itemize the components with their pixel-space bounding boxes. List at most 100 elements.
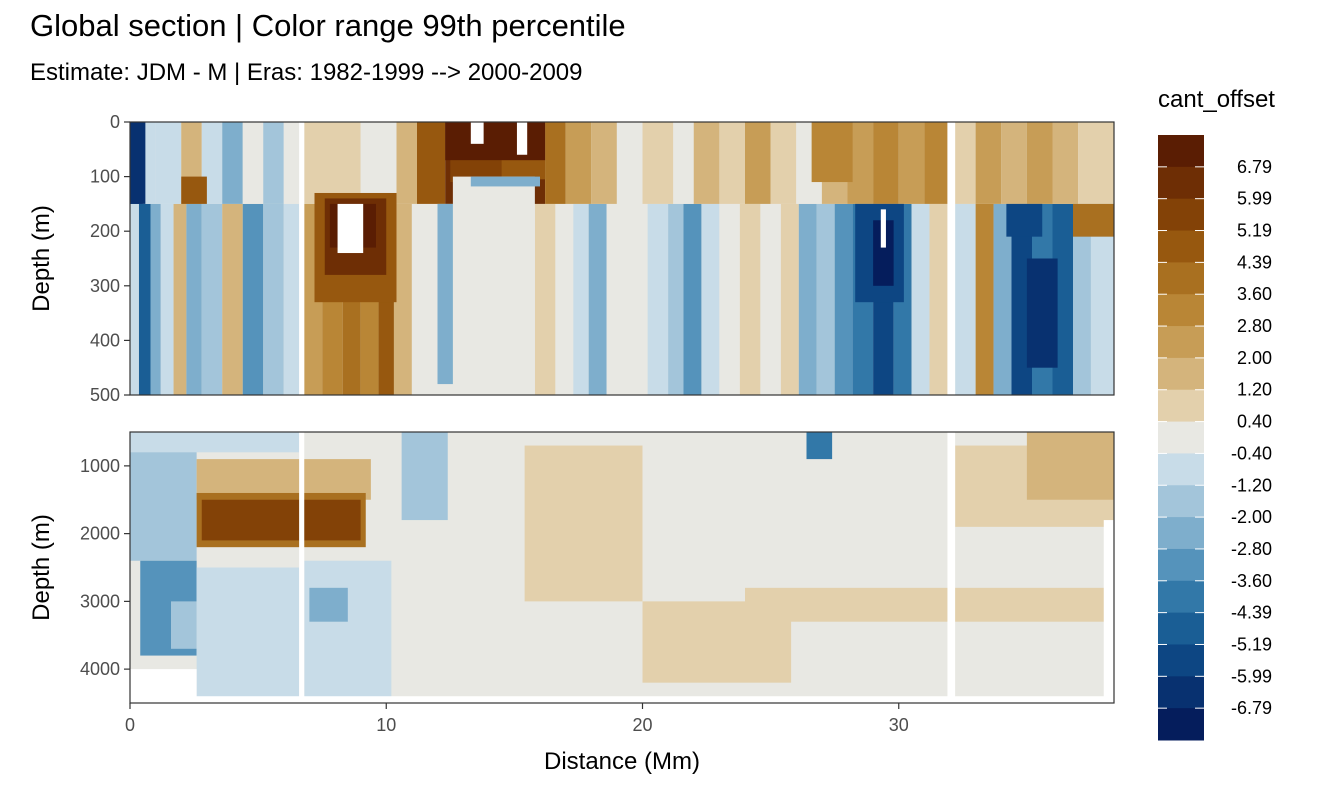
section-cell: [588, 203, 607, 395]
section-cell: [309, 587, 348, 622]
section-cell: [155, 122, 182, 204]
section-cell: [130, 203, 139, 395]
section-cell: [304, 122, 335, 204]
section-cell: [955, 203, 976, 395]
y-axis-title: Depth (m): [28, 514, 55, 621]
section-cell: [683, 203, 702, 395]
y-tick-label: 1000: [80, 456, 120, 476]
nodata-gap: [516, 122, 528, 155]
section-cell: [452, 176, 535, 395]
legend-swatch: [1158, 294, 1204, 327]
x-axis-title: Distance (Mm): [544, 748, 700, 775]
legend-label: 5.99: [1237, 189, 1272, 209]
section-cell: [263, 203, 284, 395]
section-cell: [524, 445, 643, 602]
y-tick-label: 2000: [80, 524, 120, 544]
legend-swatch: [1158, 580, 1204, 614]
legend-title: cant_offset: [1158, 86, 1275, 113]
legend-label: 5.19: [1237, 221, 1272, 241]
legend-swatch: [1158, 135, 1204, 168]
section-cell: [201, 499, 361, 541]
section-cell: [150, 203, 161, 395]
legend-swatch: [1158, 708, 1204, 741]
section-cell: [445, 122, 546, 161]
section-cell: [565, 122, 592, 204]
section-cell: [360, 122, 397, 204]
nodata-gap: [130, 669, 197, 703]
y-tick-label: 400: [90, 330, 120, 350]
section-cell: [770, 122, 797, 204]
section-cell: [647, 203, 669, 395]
legend-label: 1.20: [1237, 380, 1272, 400]
y-tick-label: 3000: [80, 591, 120, 611]
section-cell: [393, 203, 412, 395]
section-cell: [745, 122, 771, 204]
section-cell: [1052, 122, 1079, 204]
section-cell: [437, 203, 453, 385]
legend-swatch: [1158, 517, 1204, 550]
y-axis-title: Depth (m): [28, 205, 55, 312]
legend-label: 0.40: [1237, 412, 1272, 432]
section-cell: [501, 160, 546, 180]
panel-frame: [129, 121, 1115, 396]
section-cell: [173, 203, 187, 395]
section-cell: [130, 432, 197, 561]
section-cell: [263, 122, 284, 204]
upper-panel: [130, 122, 1114, 395]
legend-swatch: [1158, 612, 1204, 645]
section-cell: [142, 122, 156, 204]
section-cell: [1026, 258, 1058, 368]
legend-label: -3.60: [1231, 571, 1272, 591]
section-cell: [181, 176, 207, 204]
section-cell: [624, 203, 648, 395]
section-cell: [898, 122, 925, 204]
section-cell: [873, 122, 899, 204]
section-cell: [693, 122, 720, 204]
section-cell: [1001, 122, 1027, 204]
section-cell: [701, 203, 720, 395]
section-cell: [534, 203, 556, 395]
section-cell: [642, 122, 674, 204]
section-cell: [555, 203, 574, 395]
section-cell: [335, 122, 361, 204]
section-cell: [411, 203, 428, 395]
section-cell: [545, 122, 566, 204]
legend-swatch: [1158, 357, 1204, 391]
section-cell: [606, 203, 625, 395]
legend-label: -5.99: [1231, 666, 1272, 686]
section-cell: [929, 203, 948, 395]
nodata-gap: [299, 122, 305, 395]
x-tick-label: 30: [889, 715, 909, 735]
section-cell: [668, 203, 684, 395]
section-cell: [811, 122, 853, 183]
section-cell: [780, 203, 799, 395]
legend-swatch: [1158, 421, 1204, 454]
section-cell: [1090, 203, 1114, 395]
section-cell: [470, 176, 540, 187]
section-cell: [396, 122, 417, 204]
legend-swatch: [1158, 644, 1204, 677]
section-cell: [196, 567, 300, 703]
section-cell: [242, 122, 264, 204]
section-cell: [417, 122, 446, 204]
section-cell: [760, 203, 781, 395]
nodata-gap: [337, 203, 364, 254]
legend-label: -5.19: [1231, 634, 1272, 654]
legend-swatch: [1158, 453, 1204, 486]
legend-label: -4.39: [1231, 603, 1272, 623]
section-cell: [401, 432, 448, 521]
section-cell: [242, 203, 264, 395]
legend-swatch: [1158, 548, 1204, 582]
legend-label: -6.79: [1231, 698, 1272, 718]
section-cell: [1006, 203, 1043, 237]
section-cell: [975, 122, 1002, 204]
nodata-gap: [947, 432, 956, 703]
section-cell: [283, 203, 300, 395]
y-tick-label: 200: [90, 221, 120, 241]
legend-label: 6.79: [1237, 157, 1272, 177]
section-cell: [955, 122, 976, 204]
y-tick-label: 500: [90, 385, 120, 405]
section-cell: [160, 203, 174, 395]
section-cell: [719, 203, 740, 395]
